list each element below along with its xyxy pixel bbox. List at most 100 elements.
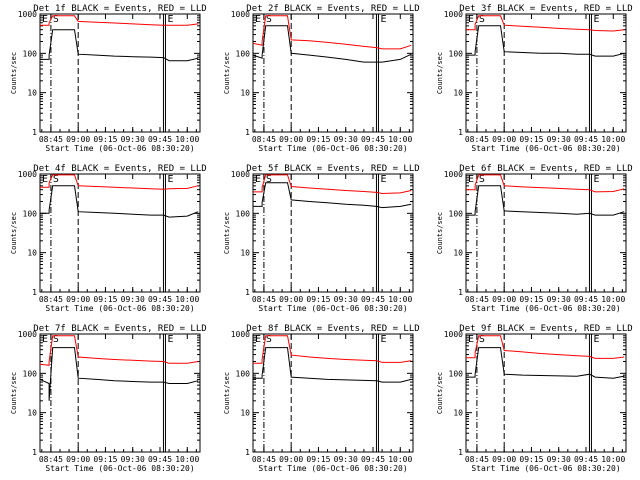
x-tick-label: 09:00 xyxy=(492,295,516,304)
event-marker-label: S xyxy=(479,14,485,25)
x-tick-label: 09:45 xyxy=(148,135,172,144)
y-tick-label: 100 xyxy=(236,369,251,378)
events-series-line xyxy=(466,347,625,379)
y-tick-label: 1000 xyxy=(231,330,250,339)
chart-title: Det 8f BLACK = Events, RED = LLD xyxy=(246,324,419,334)
event-marker-label: E xyxy=(593,174,599,185)
y-tick-label: 1 xyxy=(458,288,463,297)
chart-panel-7: Det 7f BLACK = Events, RED = LLD 1 10 100 10… xyxy=(10,324,207,473)
event-marker-label: E xyxy=(593,14,599,25)
x-tick-label: 08:45 xyxy=(465,295,489,304)
chart-title: Det 9f BLACK = Events, RED = LLD xyxy=(459,324,632,334)
y-tick-label: 100 xyxy=(23,369,38,378)
y-tick-label: 1000 xyxy=(18,330,37,339)
x-tick-label: 09:45 xyxy=(361,135,385,144)
y-tick-label: 10 xyxy=(27,249,37,258)
lld-series-line xyxy=(40,174,199,190)
events-series-line xyxy=(39,347,199,401)
event-marker-label: E xyxy=(42,334,48,345)
event-marker-label: E xyxy=(468,334,474,345)
x-tick-label: 09:15 xyxy=(306,135,330,144)
x-tick-label: 10:00 xyxy=(388,135,412,144)
x-tick-label: 08:45 xyxy=(39,455,63,464)
event-marker-label: S xyxy=(53,174,59,185)
x-tick-label: 09:30 xyxy=(334,135,358,144)
x-tick-label: 10:00 xyxy=(388,295,412,304)
x-tick-label: 09:00 xyxy=(66,455,90,464)
x-tick-label: 09:45 xyxy=(148,295,172,304)
chart-panel-9: Det 9f BLACK = Events, RED = LLD 1 10 100 10… xyxy=(436,324,633,473)
event-marker-label: E xyxy=(380,14,386,25)
y-tick-label: 1000 xyxy=(444,170,463,179)
chart-title: Det 5f BLACK = Events, RED = LLD xyxy=(246,164,419,174)
y-tick-label: 1 xyxy=(245,288,250,297)
events-series-line xyxy=(466,185,625,216)
x-tick-label: 09:30 xyxy=(334,455,358,464)
event-marker-label: E xyxy=(468,174,474,185)
y-tick-label: 10 xyxy=(27,89,37,98)
chart-title: Det 6f BLACK = Events, RED = LLD xyxy=(459,164,632,174)
y-tick-label: 100 xyxy=(236,49,251,58)
x-tick-label: 10:00 xyxy=(601,455,625,464)
x-tick-label: 09:15 xyxy=(519,295,543,304)
lld-series-line xyxy=(252,15,412,50)
x-tick-label: 09:30 xyxy=(121,455,145,464)
x-tick-label: 08:45 xyxy=(252,295,276,304)
y-tick-label: 10 xyxy=(240,409,250,418)
x-tick-label: 08:45 xyxy=(252,135,276,144)
x-axis-label: Start Time (06-Oct-06 08:30:20) xyxy=(258,144,407,153)
event-marker-label: E xyxy=(42,14,48,25)
x-axis-label: Start Time (06-Oct-06 08:30:20) xyxy=(258,464,407,473)
y-axis-label: Counts/sec xyxy=(223,212,231,254)
y-tick-label: 10 xyxy=(453,249,463,258)
x-tick-label: 08:45 xyxy=(252,455,276,464)
y-tick-label: 10 xyxy=(453,409,463,418)
event-marker-label: S xyxy=(266,174,272,185)
x-tick-label: 09:00 xyxy=(279,295,303,304)
x-axis-label: Start Time (06-Oct-06 08:30:20) xyxy=(45,464,194,473)
x-tick-label: 08:45 xyxy=(39,295,63,304)
chart-panel-2: Det 2f BLACK = Events, RED = LLD 1 10 100 10… xyxy=(223,4,420,153)
x-tick-label: 09:15 xyxy=(93,135,117,144)
y-tick-label: 100 xyxy=(449,209,464,218)
x-tick-label: 09:00 xyxy=(279,455,303,464)
y-tick-label: 10 xyxy=(240,89,250,98)
x-axis-label: Start Time (06-Oct-06 08:30:20) xyxy=(471,464,620,473)
chart-title: Det 7f BLACK = Events, RED = LLD xyxy=(33,324,206,334)
y-tick-label: 1000 xyxy=(18,10,37,19)
x-tick-label: 08:45 xyxy=(465,135,489,144)
x-tick-label: 10:00 xyxy=(388,455,412,464)
lld-series-line xyxy=(253,335,412,364)
y-axis-label: Counts/sec xyxy=(10,52,18,94)
chart-panel-4: Det 4f BLACK = Events, RED = LLD 1 10 100 10… xyxy=(10,164,207,313)
x-tick-label: 09:00 xyxy=(66,135,90,144)
x-axis-label: Start Time (06-Oct-06 08:30:20) xyxy=(471,144,620,153)
y-tick-label: 100 xyxy=(236,209,251,218)
y-tick-label: 1000 xyxy=(231,10,250,19)
x-tick-label: 09:30 xyxy=(121,295,145,304)
x-tick-label: 08:45 xyxy=(39,135,63,144)
events-series-line xyxy=(466,25,625,57)
event-marker-label: E xyxy=(255,174,261,185)
y-tick-label: 1000 xyxy=(231,170,250,179)
chart-title: Det 1f BLACK = Events, RED = LLD xyxy=(33,4,206,14)
lld-series-line xyxy=(39,335,199,366)
event-marker-label: S xyxy=(266,14,272,25)
x-axis-label: Start Time (06-Oct-06 08:30:20) xyxy=(45,144,194,153)
y-tick-label: 10 xyxy=(240,249,250,258)
event-marker-label: E xyxy=(380,334,386,345)
y-tick-label: 10 xyxy=(27,409,37,418)
x-tick-label: 09:45 xyxy=(148,455,172,464)
x-tick-label: 09:30 xyxy=(334,295,358,304)
event-marker-label: E xyxy=(255,334,261,345)
x-tick-label: 09:15 xyxy=(519,135,543,144)
y-tick-label: 100 xyxy=(449,369,464,378)
x-axis-label: Start Time (06-Oct-06 08:30:20) xyxy=(471,304,620,313)
lld-series-line xyxy=(253,174,412,195)
x-tick-label: 10:00 xyxy=(175,135,199,144)
x-tick-label: 09:30 xyxy=(121,135,145,144)
lld-series-line xyxy=(466,174,625,193)
events-series-line xyxy=(253,182,412,209)
events-series-line xyxy=(40,185,199,218)
y-tick-label: 1000 xyxy=(18,170,37,179)
